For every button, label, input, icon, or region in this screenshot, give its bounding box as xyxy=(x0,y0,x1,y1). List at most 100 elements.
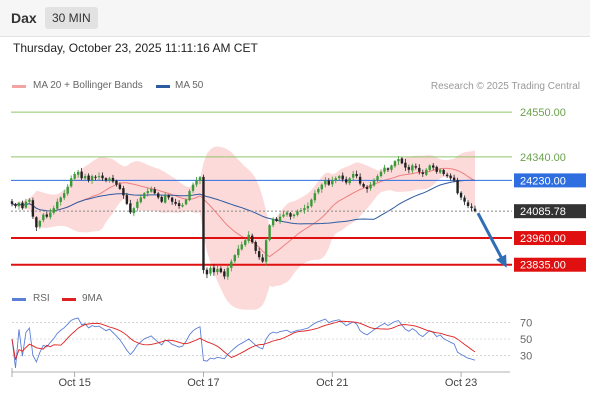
candle-body xyxy=(320,184,324,190)
candle-body xyxy=(56,201,59,209)
candle-body xyxy=(445,174,449,177)
candle xyxy=(24,198,28,209)
candle xyxy=(459,191,463,201)
candle-body xyxy=(244,240,247,245)
candle xyxy=(94,175,97,181)
candle xyxy=(247,231,250,244)
candle xyxy=(418,164,421,175)
candle xyxy=(397,156,400,166)
candle-body xyxy=(63,193,66,198)
candle xyxy=(163,192,167,204)
candle-body xyxy=(216,268,219,273)
candle xyxy=(35,216,38,232)
candle-body xyxy=(49,212,52,218)
candle xyxy=(132,206,136,217)
candle xyxy=(470,203,473,212)
candle xyxy=(129,199,132,215)
level-tag-support: 23960.00 xyxy=(514,231,586,246)
candle-body xyxy=(14,204,17,207)
candle xyxy=(49,208,52,220)
candle-body xyxy=(198,177,202,181)
candle xyxy=(38,219,42,229)
candle-body xyxy=(122,188,125,196)
candle-body xyxy=(195,180,198,185)
candle xyxy=(411,163,414,174)
candle-body xyxy=(240,244,243,250)
rsi-tick-label: 30 xyxy=(520,351,532,363)
candle-body xyxy=(21,202,24,209)
candle xyxy=(299,207,303,213)
candle xyxy=(205,267,209,279)
candle-body xyxy=(463,197,466,202)
candle-body xyxy=(83,176,87,179)
candle-body xyxy=(97,176,101,178)
candle-body xyxy=(397,159,400,162)
candle-body xyxy=(28,199,31,202)
level-tag-resistance: 24550.00 xyxy=(520,107,566,119)
candle xyxy=(254,240,257,254)
candle-body xyxy=(24,201,28,208)
candle-body xyxy=(432,165,435,168)
candle-body xyxy=(101,175,104,179)
candle xyxy=(97,172,101,181)
candle xyxy=(63,189,66,201)
candle-body xyxy=(188,191,191,201)
level-tag-pivot: 24230.00 xyxy=(514,173,586,188)
candle xyxy=(188,189,191,202)
candle-body xyxy=(428,165,431,171)
candle-body xyxy=(362,184,365,187)
credit-text: Research © 2025 Trading Central xyxy=(430,81,580,92)
candle xyxy=(351,170,355,182)
candle xyxy=(251,233,254,244)
candle-body xyxy=(233,255,236,262)
candle-body xyxy=(404,162,407,168)
candle xyxy=(313,190,317,203)
candle-body xyxy=(90,176,94,181)
candle xyxy=(153,186,156,195)
candle-body xyxy=(282,214,285,217)
candle xyxy=(240,241,243,251)
candle xyxy=(264,238,268,266)
candle xyxy=(66,184,69,196)
candle-body xyxy=(209,267,212,274)
candle xyxy=(317,187,320,195)
candle-body xyxy=(38,220,42,227)
candle xyxy=(80,167,83,181)
candle xyxy=(282,211,285,218)
candle xyxy=(425,168,428,177)
candle xyxy=(160,195,163,204)
candle xyxy=(285,210,289,217)
candle-body xyxy=(400,158,404,164)
level-tag-support: 23835.00 xyxy=(514,257,586,272)
candle-body xyxy=(334,178,337,181)
candle xyxy=(216,265,219,275)
candle xyxy=(365,185,369,193)
candle-body xyxy=(348,178,351,184)
candle xyxy=(414,163,418,170)
candle-body xyxy=(289,213,292,217)
rsi-legend-label: RSI xyxy=(33,293,50,304)
candle-body xyxy=(170,197,174,202)
candle-body xyxy=(205,269,209,275)
candle-body xyxy=(132,208,136,214)
level-tag-resistance: 24340.00 xyxy=(520,152,566,164)
x-tick-label: Oct 15 xyxy=(58,377,90,389)
candle-body xyxy=(466,202,470,207)
level-label: 24340.00 xyxy=(520,152,566,164)
candle-body xyxy=(191,184,195,191)
candle-body xyxy=(226,267,230,277)
level-label: 24550.00 xyxy=(520,107,566,119)
candle-body xyxy=(459,192,463,198)
ma9-legend-swatch xyxy=(62,298,76,301)
level-tag-bg xyxy=(514,173,586,188)
candle-body xyxy=(174,201,177,204)
candle-body xyxy=(129,203,132,213)
timeframe-button[interactable]: 30 MIN xyxy=(45,7,98,29)
candle-body xyxy=(111,177,115,182)
candle-body xyxy=(470,206,473,209)
candle-body xyxy=(452,177,456,181)
level-label: 23835.00 xyxy=(520,260,566,272)
candle-body xyxy=(202,176,205,271)
candle xyxy=(59,196,62,206)
